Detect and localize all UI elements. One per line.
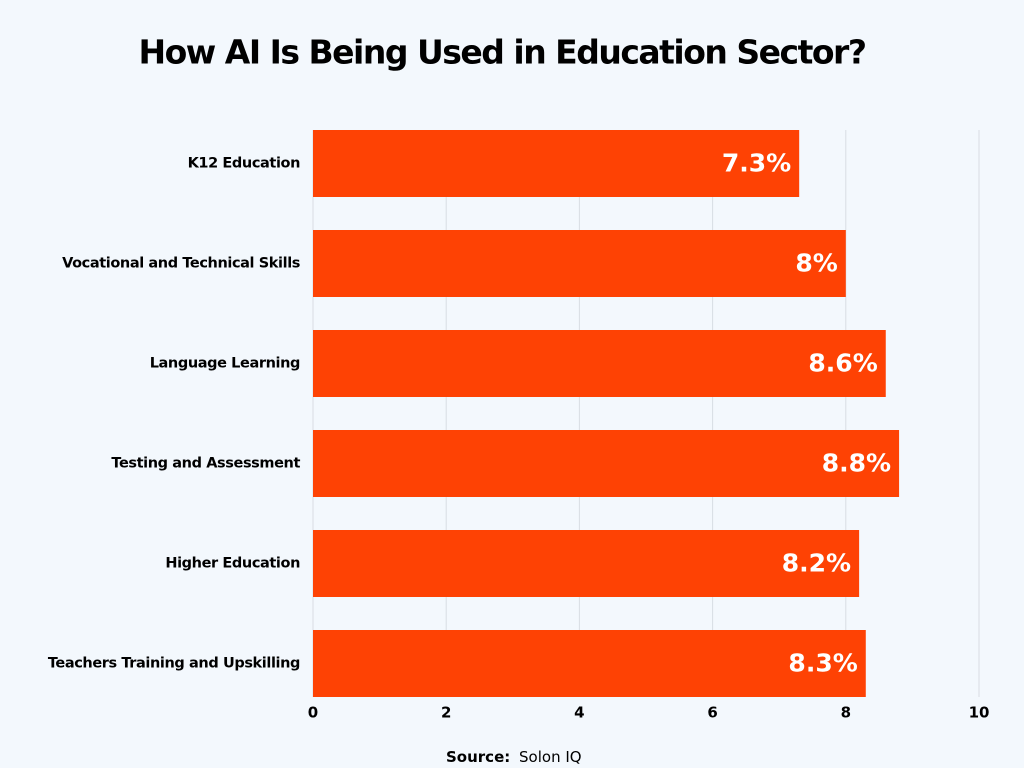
bar bbox=[313, 530, 860, 597]
x-tick-label: 8 bbox=[841, 704, 851, 722]
value-label: 8.2% bbox=[782, 549, 851, 578]
category-label: Vocational and Technical Skills bbox=[62, 256, 300, 272]
bar bbox=[313, 430, 900, 497]
source-label: Source: bbox=[446, 748, 510, 766]
bar bbox=[313, 230, 846, 297]
category-label: Teachers Training and Upskilling bbox=[48, 656, 300, 672]
bar bbox=[313, 130, 800, 197]
x-tick-label: 6 bbox=[707, 704, 717, 722]
category-label: Language Learning bbox=[150, 356, 300, 372]
value-label: 8.6% bbox=[808, 349, 877, 378]
source: Source: Solon IQ bbox=[446, 748, 582, 766]
chart-title: How AI Is Being Used in Education Sector… bbox=[139, 33, 866, 72]
value-label: 8.3% bbox=[788, 649, 857, 678]
value-label: 7.3% bbox=[722, 149, 791, 178]
bar bbox=[313, 330, 886, 397]
bar bbox=[313, 630, 866, 697]
value-label: 8.8% bbox=[822, 449, 891, 478]
category-label: Higher Education bbox=[165, 556, 300, 572]
x-tick-label: 2 bbox=[441, 704, 451, 722]
value-label: 8% bbox=[795, 249, 837, 278]
x-tick-label: 0 bbox=[308, 704, 318, 722]
x-tick-label: 10 bbox=[969, 704, 990, 722]
source-text: Solon IQ bbox=[519, 748, 582, 766]
category-label: K12 Education bbox=[188, 156, 301, 172]
category-label: Testing and Assessment bbox=[111, 456, 300, 472]
x-tick-label: 4 bbox=[574, 704, 584, 722]
